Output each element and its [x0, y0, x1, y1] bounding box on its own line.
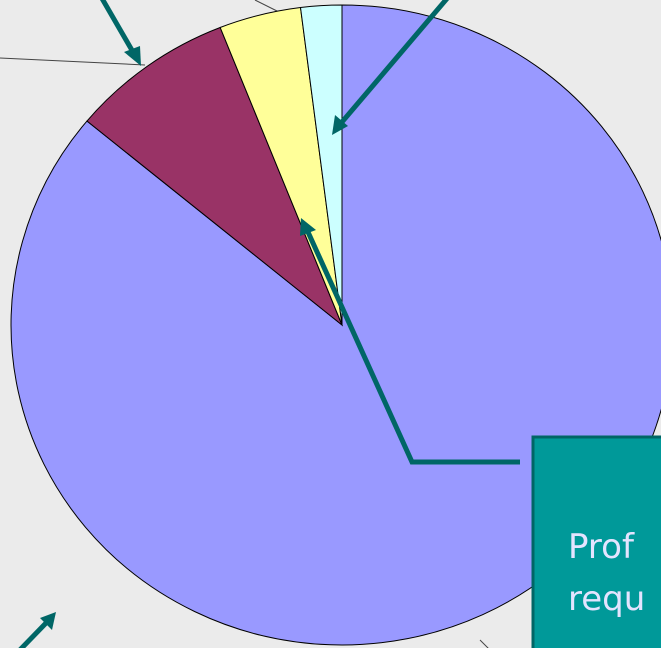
- leader-line: [479, 639, 489, 648]
- leader-line: [0, 57, 146, 66]
- arrow-head: [124, 46, 141, 66]
- pie-slice: [10, 4, 661, 646]
- pie-slice: [299, 4, 343, 326]
- callout-text: requ: [568, 579, 645, 619]
- arrow: [305, 230, 520, 465]
- pie: [10, 4, 661, 646]
- arrow-head: [300, 218, 316, 236]
- arrow: [340, 0, 450, 124]
- arrow: [18, 620, 49, 648]
- arrow: [100, 0, 136, 54]
- callout-box: [531, 435, 661, 648]
- arrow-head: [40, 612, 56, 630]
- callout-text: Prof: [568, 527, 635, 567]
- pie-slice: [86, 26, 344, 327]
- arrows: [18, 0, 520, 648]
- arrow-head: [332, 115, 348, 135]
